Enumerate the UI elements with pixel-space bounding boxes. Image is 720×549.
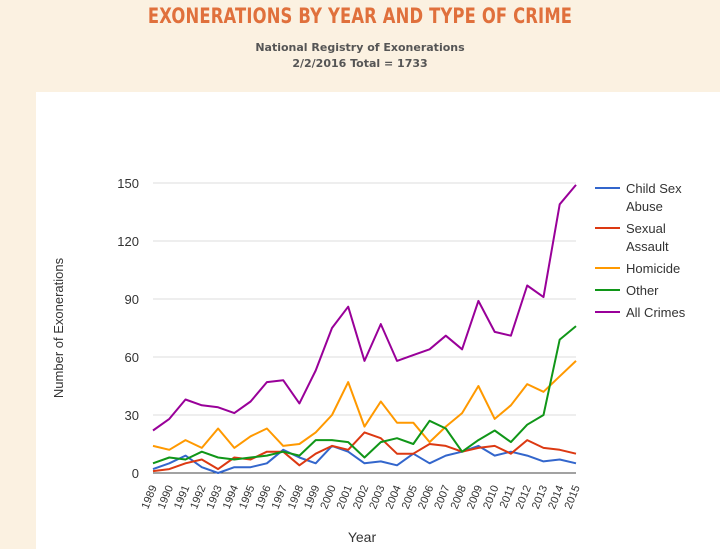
legend-item: All Crimes xyxy=(595,305,686,320)
legend-item: Homicide xyxy=(595,261,680,276)
y-tick-label: 60 xyxy=(125,350,139,365)
series-line-all-crimes xyxy=(152,184,577,432)
series-lines xyxy=(152,184,577,474)
x-axis-label: Year xyxy=(348,529,377,545)
x-tick-label: 2015 xyxy=(562,484,582,511)
legend-label: All Crimes xyxy=(626,305,686,320)
y-tick-label: 150 xyxy=(117,176,139,191)
chart-title: EXONERATIONS BY YEAR AND TYPE OF CRIME xyxy=(147,4,573,28)
chart-subtitle-total: 2/2/2016 Total = 1733 xyxy=(292,57,428,70)
y-tick-labels: 0 30 60 90 120 150 xyxy=(117,176,139,481)
series-line-other xyxy=(152,325,577,465)
y-tick-label: 120 xyxy=(117,234,139,249)
legend-label: Child Sex Abuse xyxy=(626,181,682,214)
y-tick-label: 0 xyxy=(132,466,139,481)
legend-item: Child Sex Abuse xyxy=(595,181,682,214)
chart-panel: 0 30 60 90 120 150 1989 1990 1991 1992 1993 1994 19… xyxy=(36,92,720,549)
x-tick-labels: 1989199019911992199319941995199619971998… xyxy=(139,484,582,511)
legend-item: Sexual Assault xyxy=(595,221,669,254)
legend-item: Other xyxy=(595,283,659,298)
legend-label: Other xyxy=(626,283,659,298)
y-tick-label: 90 xyxy=(125,292,139,307)
line-chart: 0 30 60 90 120 150 19891990199119921993199419… xyxy=(51,176,686,545)
y-tick-label: 30 xyxy=(125,408,139,423)
gridlines xyxy=(153,182,576,474)
legend-label: Sexual Assault xyxy=(626,221,669,254)
chart-subtitle-source: National Registry of Exonerations xyxy=(255,41,465,54)
legend-label: Homicide xyxy=(626,261,680,276)
legend: Child Sex Abuse Sexual Assault Homicide Other… xyxy=(595,181,686,320)
series-line-homicide xyxy=(152,360,577,451)
series-line-child-sex-abuse xyxy=(152,444,577,474)
series-line-sexual-assault xyxy=(152,431,577,473)
y-axis-label: Number of Exonerations xyxy=(51,257,66,398)
